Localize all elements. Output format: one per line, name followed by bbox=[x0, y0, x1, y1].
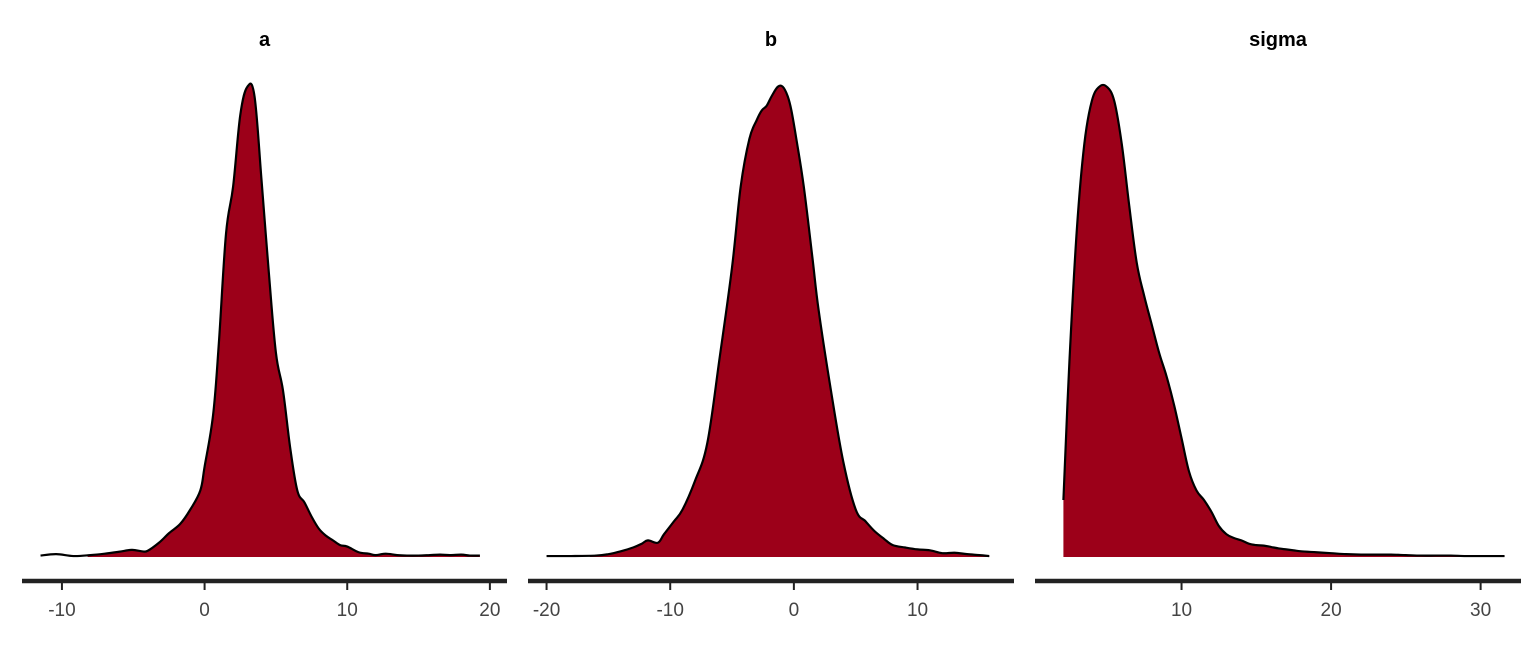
panel-title-b: b bbox=[765, 29, 777, 51]
density-area-b bbox=[589, 85, 990, 557]
panel-title-sigma: sigma bbox=[1249, 29, 1308, 51]
x-tick-label: 30 bbox=[1470, 600, 1491, 621]
density-area-sigma bbox=[1062, 84, 1505, 557]
x-tick-label: -20 bbox=[533, 600, 560, 621]
density-curve-sigma bbox=[1062, 83, 1505, 558]
x-ticks-b: -20 -10 0 10 bbox=[533, 581, 928, 621]
x-tick-label: 10 bbox=[337, 600, 358, 621]
density-curve-a bbox=[40, 82, 480, 558]
x-tick-label: 10 bbox=[1171, 600, 1192, 621]
panel-b: b -20 -10 0 10 bbox=[528, 29, 1014, 621]
panel-title-a: a bbox=[259, 29, 271, 51]
x-tick-label: 20 bbox=[1321, 600, 1342, 621]
x-tick-label: 10 bbox=[907, 600, 928, 621]
x-tick-label: -10 bbox=[656, 600, 683, 621]
x-tick-label: 20 bbox=[479, 600, 500, 621]
x-tick-label: 0 bbox=[789, 600, 800, 621]
x-ticks-sigma: 10 20 30 bbox=[1171, 581, 1491, 621]
x-ticks-a: -10 0 10 20 bbox=[48, 581, 500, 621]
panel-a: a -10 0 10 20 bbox=[22, 29, 507, 621]
density-curve-b bbox=[546, 84, 990, 558]
panel-sigma: sigma 10 20 30 bbox=[1035, 29, 1521, 621]
density-area-a bbox=[87, 83, 480, 558]
x-tick-label: -10 bbox=[48, 600, 75, 621]
x-tick-label: 0 bbox=[199, 600, 210, 621]
